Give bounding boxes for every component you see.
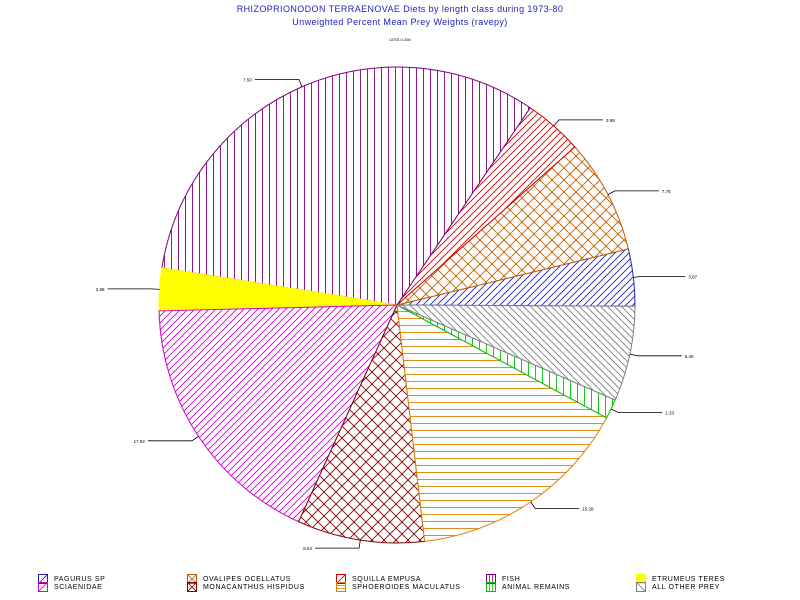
pie-leader-lines bbox=[107, 79, 686, 549]
legend-swatch-animal-remains bbox=[486, 582, 496, 592]
legend-label: SCIAENIDAE bbox=[54, 583, 103, 591]
legend-item-monacanthus-hispidus: MONACANTHUS HISPIDUS bbox=[187, 582, 305, 592]
legend-swatch-monacanthus-hispidus bbox=[187, 582, 197, 592]
legend-label: ANIMAL REMAINS bbox=[502, 583, 571, 591]
pie-slices bbox=[158, 66, 636, 544]
chart-group-label: LESS 0-450 bbox=[389, 37, 411, 42]
legend-swatch-sciaenidae bbox=[38, 582, 48, 592]
pie-slice-monacanthus-hispidus bbox=[297, 303, 426, 544]
chart-subtitle: Unweighted Percent Mean Prey Weights (ra… bbox=[292, 17, 508, 27]
legend-label: MONACANTHUS HISPIDUS bbox=[203, 583, 305, 591]
leader-line-monacanthus-hispidus bbox=[315, 540, 361, 549]
chart-legend: PAGURUS SP OVALIPES OCELLATUS SQUILLA EMPU… bbox=[0, 574, 800, 600]
leader-line-ovalipes-ocellatus bbox=[607, 190, 659, 195]
legend-label: SQUILLA EMPUSA bbox=[352, 575, 422, 583]
legend-label: ALL OTHER PREY bbox=[652, 583, 721, 591]
value-label-ovalipes-ocellatus: 7.78 bbox=[662, 189, 671, 194]
value-label-animal-remains: 1.33 bbox=[665, 411, 674, 416]
leader-line-sphoeroides-maculatus bbox=[530, 501, 580, 509]
value-label-monacanthus-hispidus: 8.64 bbox=[303, 546, 312, 551]
value-label-sphoeroides-maculatus: 15.28 bbox=[582, 506, 594, 511]
legend-label: PAGURUS SP bbox=[54, 575, 106, 583]
leader-line-animal-remains bbox=[610, 408, 663, 413]
leader-line-squilla-empusa bbox=[553, 119, 603, 127]
value-label-squilla-empusa: 3.98 bbox=[606, 118, 615, 123]
pie-slice-sciaenidae bbox=[158, 304, 398, 523]
pie-value-labels: 3.87 7.78 3.98 7.50 2.88 17.82 8.64 15.28 1.33 6.… bbox=[96, 77, 698, 551]
pie-chart: 3.87 7.78 3.98 7.50 2.88 17.82 8.64 15.28 1.33 6.… bbox=[96, 66, 698, 551]
chart-title: RHIZOPRIONODON TERRAENOVAE Diets by leng… bbox=[236, 4, 564, 14]
value-label-pagurus-sp: 3.87 bbox=[688, 274, 697, 279]
leader-line-sciaenidae bbox=[147, 436, 199, 442]
value-label-all-other-prey: 6.45 bbox=[685, 354, 694, 359]
legend-swatch-all-other-prey bbox=[636, 582, 646, 592]
legend-label: FISH bbox=[502, 575, 521, 583]
legend-label: SPHOEROIDES MACULATUS bbox=[352, 583, 461, 591]
pie-slice-all-other-prey bbox=[396, 304, 636, 401]
value-label-etrumeus-teres: 2.88 bbox=[96, 287, 105, 292]
value-label-fish: 7.50 bbox=[243, 77, 252, 82]
value-label-sciaenidae: 17.82 bbox=[134, 439, 146, 444]
legend-item-sciaenidae: SCIAENIDAE bbox=[38, 582, 102, 592]
pie-slice-sphoeroides-maculatus bbox=[396, 304, 608, 542]
leader-line-etrumeus-teres bbox=[107, 288, 160, 290]
legend-label: ETRUMEUS TERES bbox=[652, 575, 725, 583]
legend-swatch-sphoeroides-maculatus bbox=[336, 582, 346, 592]
legend-item-etrumeus-teres: ETRUMEUS TERES bbox=[636, 574, 725, 584]
legend-item-sphoeroides-maculatus: SPHOEROIDES MACULATUS bbox=[336, 582, 461, 592]
leader-line-fish bbox=[254, 79, 303, 87]
legend-item-animal-remains: ANIMAL REMAINS bbox=[486, 582, 570, 592]
legend-item-all-other-prey: ALL OTHER PREY bbox=[636, 582, 720, 592]
leader-line-all-other-prey bbox=[629, 353, 682, 357]
legend-swatch-etrumeus-teres bbox=[636, 574, 646, 584]
legend-label: OVALIPES OCELLATUS bbox=[203, 575, 291, 583]
leader-line-pagurus-sp bbox=[633, 275, 686, 278]
